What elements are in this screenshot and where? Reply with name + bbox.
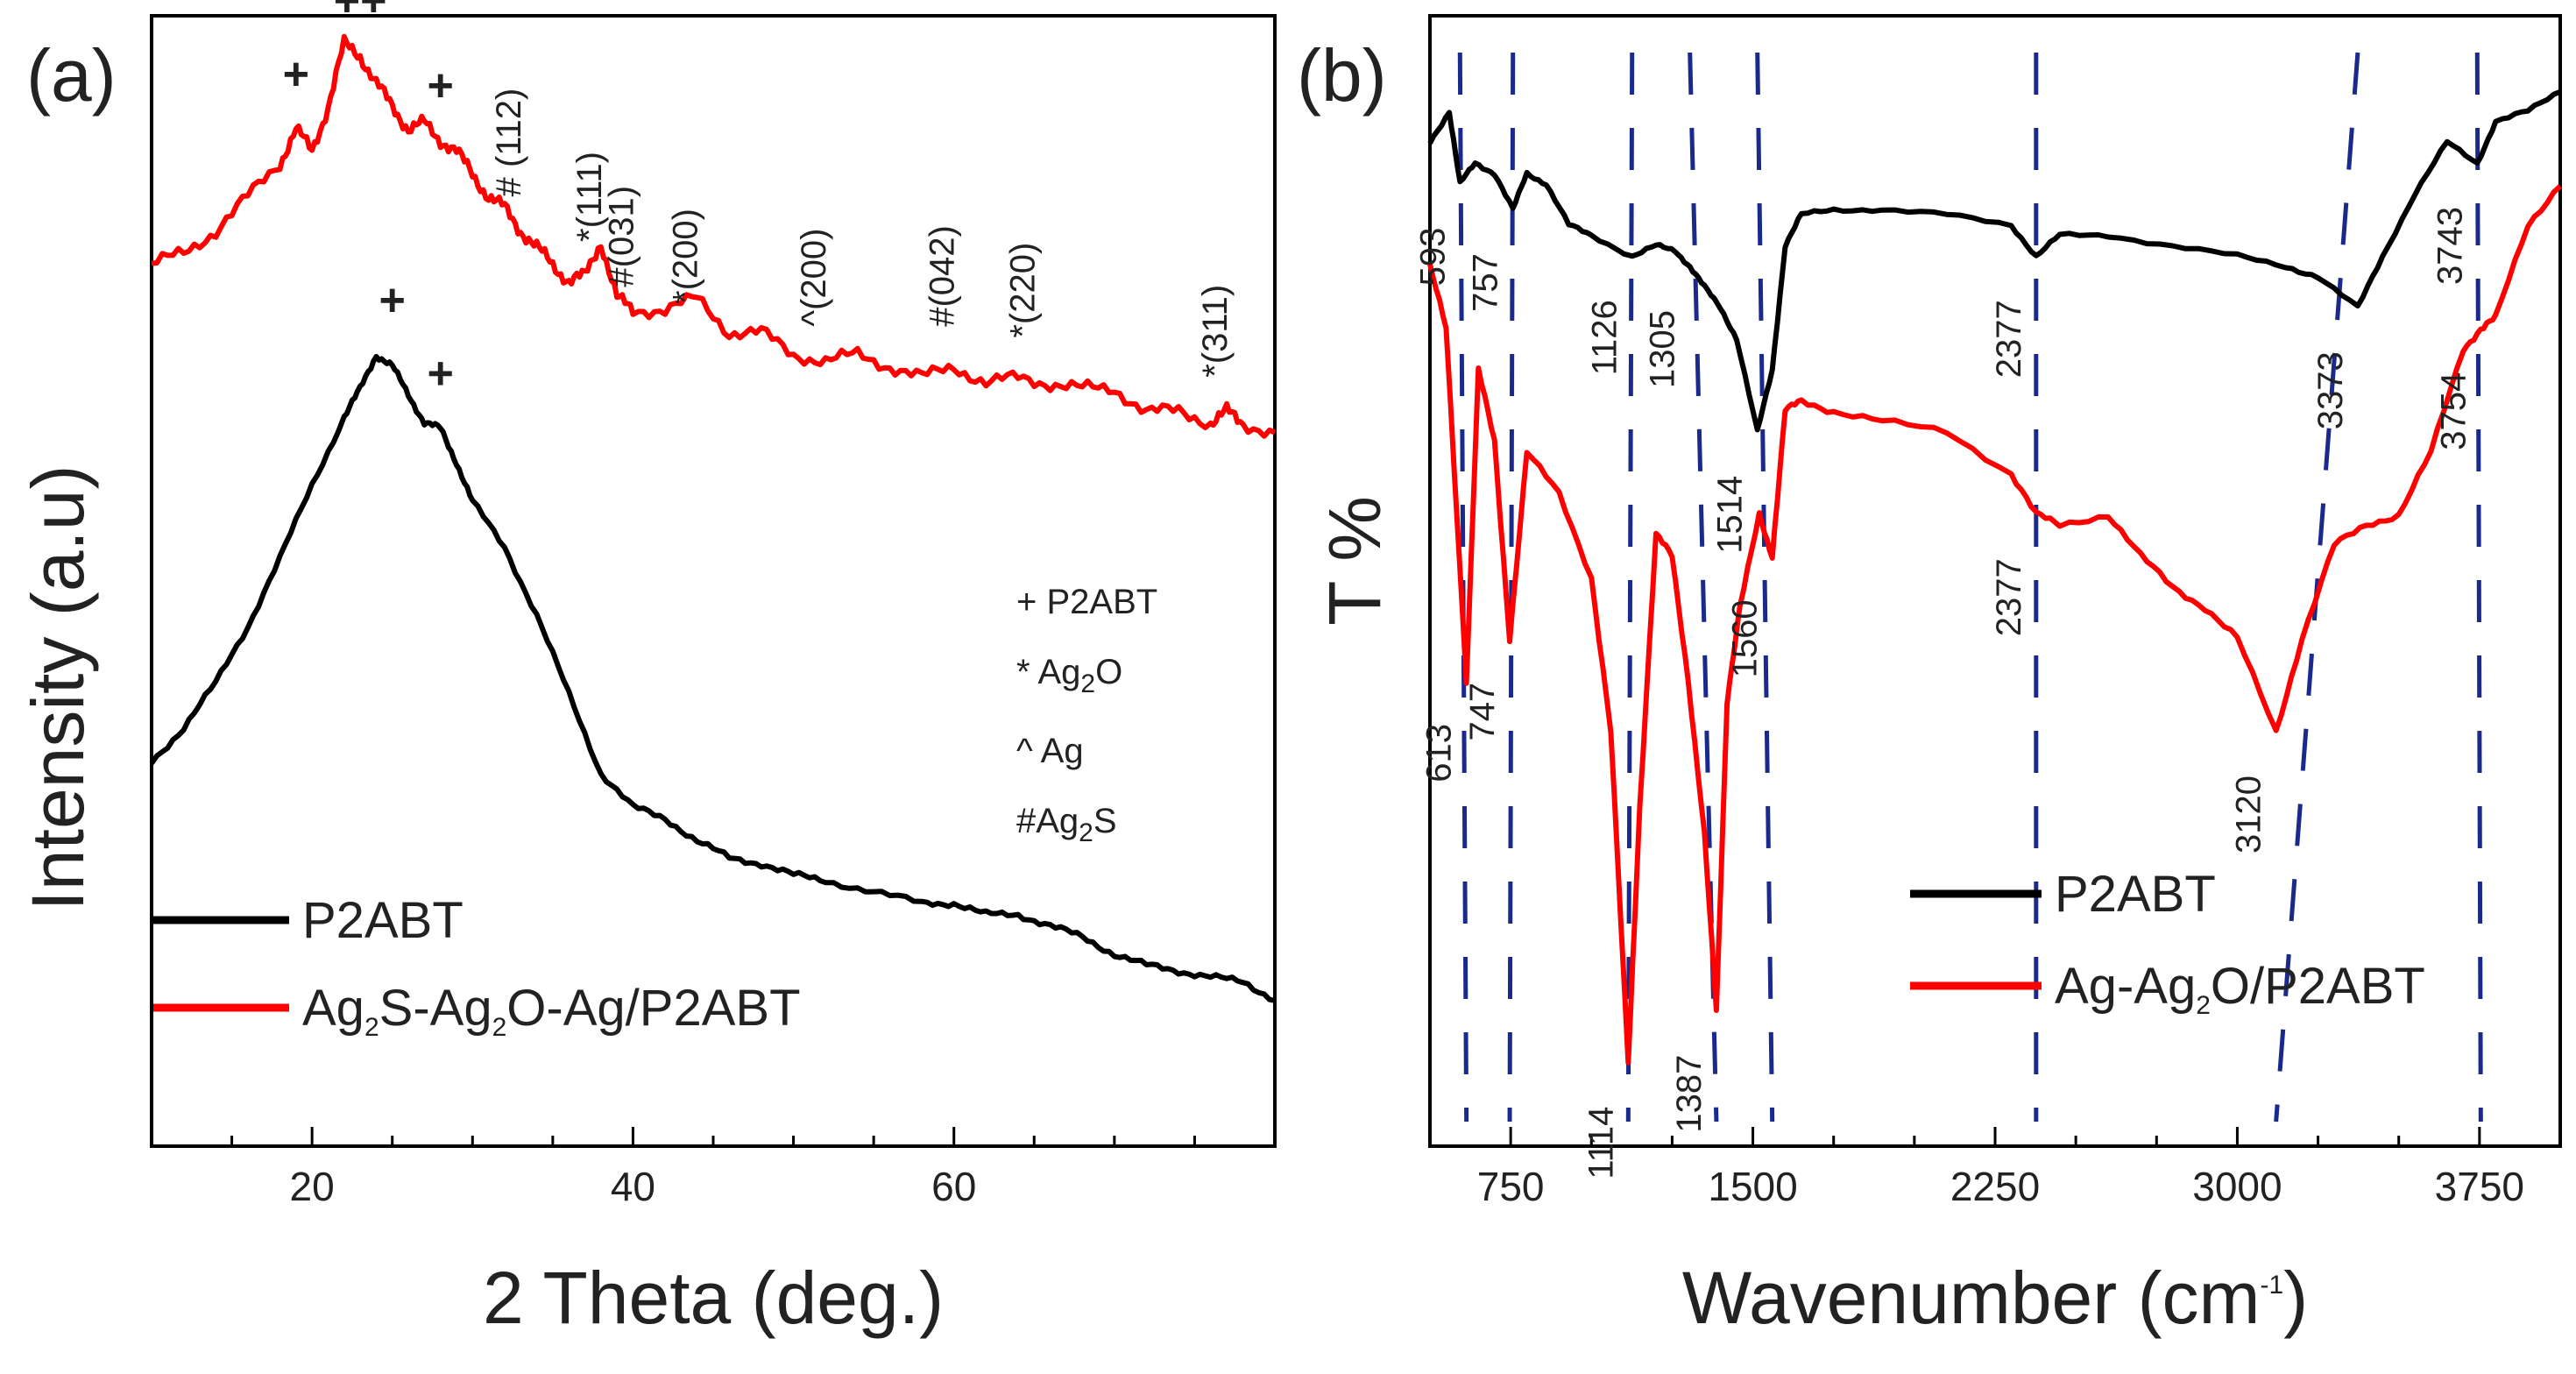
panel-b-x-axis-title: Wavenumber (cm-1) bbox=[1682, 1257, 2308, 1339]
panel-b-peak-label: 2377 bbox=[1990, 300, 2028, 378]
panel-b-legend: P2ABT Ag-Ag2O/P2ABT bbox=[1910, 866, 2425, 1020]
panel-b-peak-label: 1514 bbox=[1711, 476, 1750, 554]
panel-a-annotation: *(111) bbox=[570, 152, 609, 242]
panel-a-annotation: ^(200) bbox=[795, 229, 833, 327]
panel-b-peak-label: 3754 bbox=[2434, 372, 2473, 450]
panel-a-series-p2abt bbox=[149, 353, 1276, 1003]
panel-b-guide-line bbox=[1688, 52, 1719, 1123]
panel-a-series-group bbox=[149, 33, 1277, 1003]
panel-b-guide-line bbox=[1755, 52, 1775, 1123]
panel-b-guide-line bbox=[2474, 52, 2483, 1123]
panel-b-ftir-chart: (b) T % 750 1500 2250 3000 3750 Wavenumber (… bbox=[1297, 14, 2563, 1339]
panel-b-peak-label: 2377 bbox=[1990, 558, 2028, 636]
panel-b-y-axis-title: T % bbox=[1313, 496, 1396, 626]
legend-a-label-p2abt: P2ABT bbox=[302, 892, 464, 949]
panel-a-letter: (a) bbox=[26, 34, 117, 117]
panel-a-annotation: *(311) bbox=[1196, 285, 1235, 378]
panel-b-peak-label: 593 bbox=[1413, 228, 1452, 287]
panel-a-y-axis-title: Intensity (a.u) bbox=[17, 465, 99, 911]
legend-b-label-composite: Ag-Ag2O/P2ABT bbox=[2055, 958, 2425, 1020]
panel-b-series-composite bbox=[1427, 184, 2563, 1066]
panel-b-peak-label: 3373 bbox=[2311, 351, 2350, 429]
panel-b-guide-line bbox=[1625, 52, 1635, 1123]
panel-b-peak-label: 1305 bbox=[1644, 310, 1682, 388]
panel-b-tick-label: 2250 bbox=[1950, 1164, 2040, 1209]
panel-b-tick-label: 3750 bbox=[2435, 1164, 2524, 1209]
panel-a-tick-label: 40 bbox=[611, 1164, 655, 1209]
panel-b-guide-line bbox=[1507, 52, 1516, 1123]
panel-a-annotation: *(220) bbox=[1003, 243, 1042, 338]
panel-b-tick-label: 1500 bbox=[1708, 1164, 1797, 1209]
panel-b-series-group bbox=[1427, 89, 2563, 1066]
panel-a-legend: P2ABT Ag2S-Ag2O-Ag/P2ABT bbox=[153, 892, 801, 1042]
panel-a-annotation: + bbox=[283, 49, 309, 100]
panel-a-phase-key: + P2ABT * Ag2O ^ Ag #Ag2S bbox=[1016, 583, 1157, 847]
panel-b-tick-label: 3000 bbox=[2192, 1164, 2282, 1209]
panel-a-x-ticks: 20 40 60 bbox=[150, 1127, 1277, 1209]
panel-b-peak-label: 757 bbox=[1467, 253, 1505, 312]
panel-a-series-composite bbox=[151, 33, 1277, 439]
panel-b-peak-label: 1114 bbox=[1582, 1107, 1620, 1179]
panel-a-annotations: ++++++# (112)*(111)#(031) *(200) ^(200) #(0… bbox=[283, 0, 1235, 400]
panel-b-peak-label: 1387 bbox=[1670, 1055, 1709, 1133]
panel-a-annotation: #(042) bbox=[924, 225, 962, 327]
panel-a-annotation: ++ bbox=[334, 0, 387, 26]
panel-a-tick-label: 20 bbox=[290, 1164, 335, 1209]
panel-b-x-ticks: 750 1500 2250 3000 3750 bbox=[1428, 1127, 2562, 1209]
key-p2abt: + P2ABT bbox=[1016, 583, 1157, 621]
legend-b-label-p2abt: P2ABT bbox=[2055, 866, 2216, 923]
panel-b-peak-label: 613 bbox=[1420, 724, 1459, 783]
key-ag: ^ Ag bbox=[1016, 732, 1084, 770]
panel-b-peak-label: 3743 bbox=[2431, 207, 2469, 285]
panel-b-peak-label: 1126 bbox=[1586, 300, 1624, 375]
legend-a-label-composite: Ag2S-Ag2O-Ag/P2ABT bbox=[302, 980, 801, 1042]
panel-b-peak-label: 3120 bbox=[2230, 776, 2268, 853]
panel-a-annotation: + bbox=[379, 275, 406, 326]
panel-a-annotation: #(031) bbox=[602, 186, 640, 287]
panel-a-annotation: + bbox=[427, 349, 453, 400]
panel-a-annotation: # (112) bbox=[490, 89, 528, 197]
panel-a-xrd-chart: (a) Intensity (a.u) 20 40 60 2 Theta (deg.… bbox=[17, 0, 1277, 1339]
panel-b-tick-label: 750 bbox=[1477, 1164, 1545, 1209]
panel-b-series-p2abt bbox=[1427, 89, 2562, 433]
panel-a-tick-label: 60 bbox=[931, 1164, 976, 1209]
panel-b-peak-label: 747 bbox=[1463, 683, 1502, 741]
key-ag2s: #Ag2S bbox=[1016, 802, 1117, 847]
panel-a-x-axis-title: 2 Theta (deg.) bbox=[483, 1257, 944, 1339]
key-ag2o: * Ag2O bbox=[1016, 653, 1122, 698]
panel-b-letter: (b) bbox=[1297, 34, 1387, 117]
panel-b-peak-label: 1560 bbox=[1726, 599, 1765, 677]
panel-a-annotation: *(200) bbox=[667, 209, 705, 304]
panel-a-plot-frame bbox=[150, 14, 1277, 1148]
panel-a-annotation: + bbox=[427, 60, 453, 111]
